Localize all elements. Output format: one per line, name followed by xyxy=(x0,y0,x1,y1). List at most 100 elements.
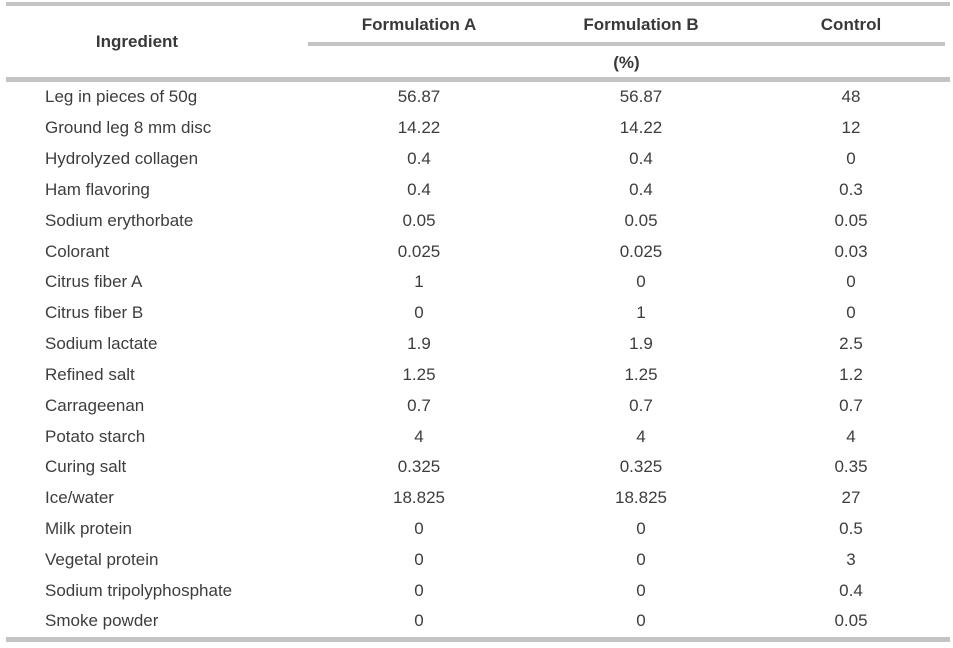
formulation-a-cell: 18.825 xyxy=(393,488,445,508)
formulation-b-cell: 0.4 xyxy=(629,179,653,199)
table-body: Leg in pieces of 50g 56.87 56.87 48 Grou… xyxy=(6,82,950,637)
ingredient-cell: Ham flavoring xyxy=(45,179,150,199)
ingredient-cell: Curing salt xyxy=(45,457,127,477)
table-row: Citrus fiber A 1 0 0 xyxy=(6,267,950,298)
column-header-formulation-a: Formulation A xyxy=(361,15,477,34)
table-row: Potato starch 4 4 4 xyxy=(6,421,950,452)
formulation-b-cell: 1.9 xyxy=(629,334,653,354)
ingredient-cell: Hydrolyzed collagen xyxy=(45,149,199,169)
formulation-a-cell: 0.4 xyxy=(407,179,431,199)
formulation-b-cell: 0.025 xyxy=(619,241,663,261)
formulation-b-cell: 0.7 xyxy=(629,395,653,415)
header-underline-rule xyxy=(308,42,945,46)
control-cell: 0.7 xyxy=(839,395,863,415)
table-row: Hydrolyzed collagen 0.4 0.4 0 xyxy=(6,144,950,175)
formulation-b-cell: 1 xyxy=(636,303,646,323)
ingredient-cell: Smoke powder xyxy=(45,611,159,631)
control-cell: 1.2 xyxy=(839,364,863,384)
control-cell: 0 xyxy=(846,272,856,292)
formulation-b-cell: 0 xyxy=(636,272,646,292)
table-bottom-rule xyxy=(6,637,950,642)
ingredient-cell: Ground leg 8 mm disc xyxy=(45,118,212,138)
table-row: Citrus fiber B 0 1 0 xyxy=(6,298,950,329)
unit-percent-label: (%) xyxy=(613,53,640,72)
ingredient-cell: Sodium lactate xyxy=(45,334,158,354)
formulation-b-cell: 18.825 xyxy=(615,488,667,508)
formulation-a-cell: 0 xyxy=(414,580,424,600)
formulation-a-cell: 0 xyxy=(414,549,424,569)
formulation-b-cell: 14.22 xyxy=(619,118,663,138)
control-cell: 2.5 xyxy=(839,334,863,354)
control-cell: 0.35 xyxy=(834,457,868,477)
ingredient-cell: Colorant xyxy=(45,241,110,261)
table-header-row: Formulation A Formulation B Control xyxy=(6,13,950,37)
formulation-b-cell: 0.325 xyxy=(619,457,663,477)
formulation-b-cell: 0 xyxy=(636,549,646,569)
ingredient-cell: Ice/water xyxy=(45,488,114,508)
table-row: Curing salt 0.325 0.325 0.35 xyxy=(6,452,950,483)
control-cell: 48 xyxy=(841,87,861,107)
formulation-a-cell: 1.9 xyxy=(407,334,431,354)
formulation-a-cell: 56.87 xyxy=(397,87,441,107)
table-row: Sodium tripolyphosphate 0 0 0.4 xyxy=(6,575,950,606)
table-row: Smoke powder 0 0 0.05 xyxy=(6,606,950,637)
ingredient-cell: Milk protein xyxy=(45,519,132,538)
ingredient-cell: Potato starch xyxy=(45,426,146,446)
table-row: Vegetal protein 0 0 3 xyxy=(6,544,950,575)
column-header-spacer xyxy=(6,13,308,37)
control-cell: 4 xyxy=(846,426,856,446)
formulation-b-cell: 0 xyxy=(636,519,646,538)
formulation-a-cell: 0.4 xyxy=(407,149,431,169)
formulation-a-cell: 0 xyxy=(414,519,424,538)
table-row: Ground leg 8 mm disc 14.22 14.22 12 xyxy=(6,113,950,144)
formulation-a-cell: 0.025 xyxy=(397,241,441,261)
column-header-control: Control xyxy=(820,15,882,34)
control-cell: 0 xyxy=(846,303,856,323)
formulation-b-cell: 1.25 xyxy=(624,364,658,384)
table-top-rule xyxy=(6,2,950,6)
control-cell: 0.3 xyxy=(839,179,863,199)
table-row: Sodium lactate 1.9 1.9 2.5 xyxy=(6,329,950,360)
formulation-b-cell: 0 xyxy=(636,580,646,600)
ingredient-cell: Citrus fiber B xyxy=(45,303,144,323)
column-header-formulation-b: Formulation B xyxy=(583,15,699,34)
control-cell: 0.03 xyxy=(834,241,868,261)
control-cell: 0 xyxy=(846,149,856,169)
formulation-b-cell: 0.4 xyxy=(629,149,653,169)
control-cell: 0.4 xyxy=(839,580,863,600)
formulation-a-cell: 0.7 xyxy=(407,395,431,415)
column-header-ingredient: Ingredient xyxy=(95,32,179,51)
control-cell: 27 xyxy=(841,488,861,508)
formulation-a-cell: 14.22 xyxy=(397,118,441,138)
formulation-a-cell: 1.25 xyxy=(402,364,436,384)
ingredient-cell: Carrageenan xyxy=(45,395,145,415)
ingredient-cell: Refined salt xyxy=(45,364,135,384)
table-row: Ham flavoring 0.4 0.4 0.3 xyxy=(6,174,950,205)
formulation-b-cell: 0 xyxy=(636,611,646,631)
formulation-a-cell: 1 xyxy=(414,272,424,292)
table-row: Refined salt 1.25 1.25 1.2 xyxy=(6,359,950,390)
formulation-a-cell: 0.325 xyxy=(397,457,441,477)
ingredient-cell: Leg in pieces of 50g xyxy=(45,87,198,107)
table-row: Ice/water 18.825 18.825 27 xyxy=(6,483,950,514)
ingredient-cell: Citrus fiber A xyxy=(45,272,143,292)
formulation-a-cell: 0 xyxy=(414,303,424,323)
ingredient-cell: Sodium tripolyphosphate xyxy=(45,580,233,600)
table-row: Sodium erythorbate 0.05 0.05 0.05 xyxy=(6,205,950,236)
control-cell: 3 xyxy=(846,549,856,569)
ingredient-cell: Sodium erythorbate xyxy=(45,210,194,230)
table-row: Leg in pieces of 50g 56.87 56.87 48 xyxy=(6,82,950,113)
formulation-a-cell: 0 xyxy=(414,611,424,631)
control-cell: 0.05 xyxy=(834,210,868,230)
control-cell: 0.5 xyxy=(839,519,863,538)
control-cell: 12 xyxy=(841,118,861,138)
formulation-b-cell: 4 xyxy=(636,426,646,446)
table-row: Colorant 0.025 0.025 0.03 xyxy=(6,236,950,267)
header-bottom-rule xyxy=(6,77,950,82)
formulation-b-cell: 0.05 xyxy=(624,210,658,230)
table-row: Milk protein 0 0 0.5 xyxy=(6,514,950,545)
ingredient-cell: Vegetal protein xyxy=(45,549,159,569)
formulation-a-cell: 0.05 xyxy=(402,210,436,230)
formulation-b-cell: 56.87 xyxy=(619,87,663,107)
